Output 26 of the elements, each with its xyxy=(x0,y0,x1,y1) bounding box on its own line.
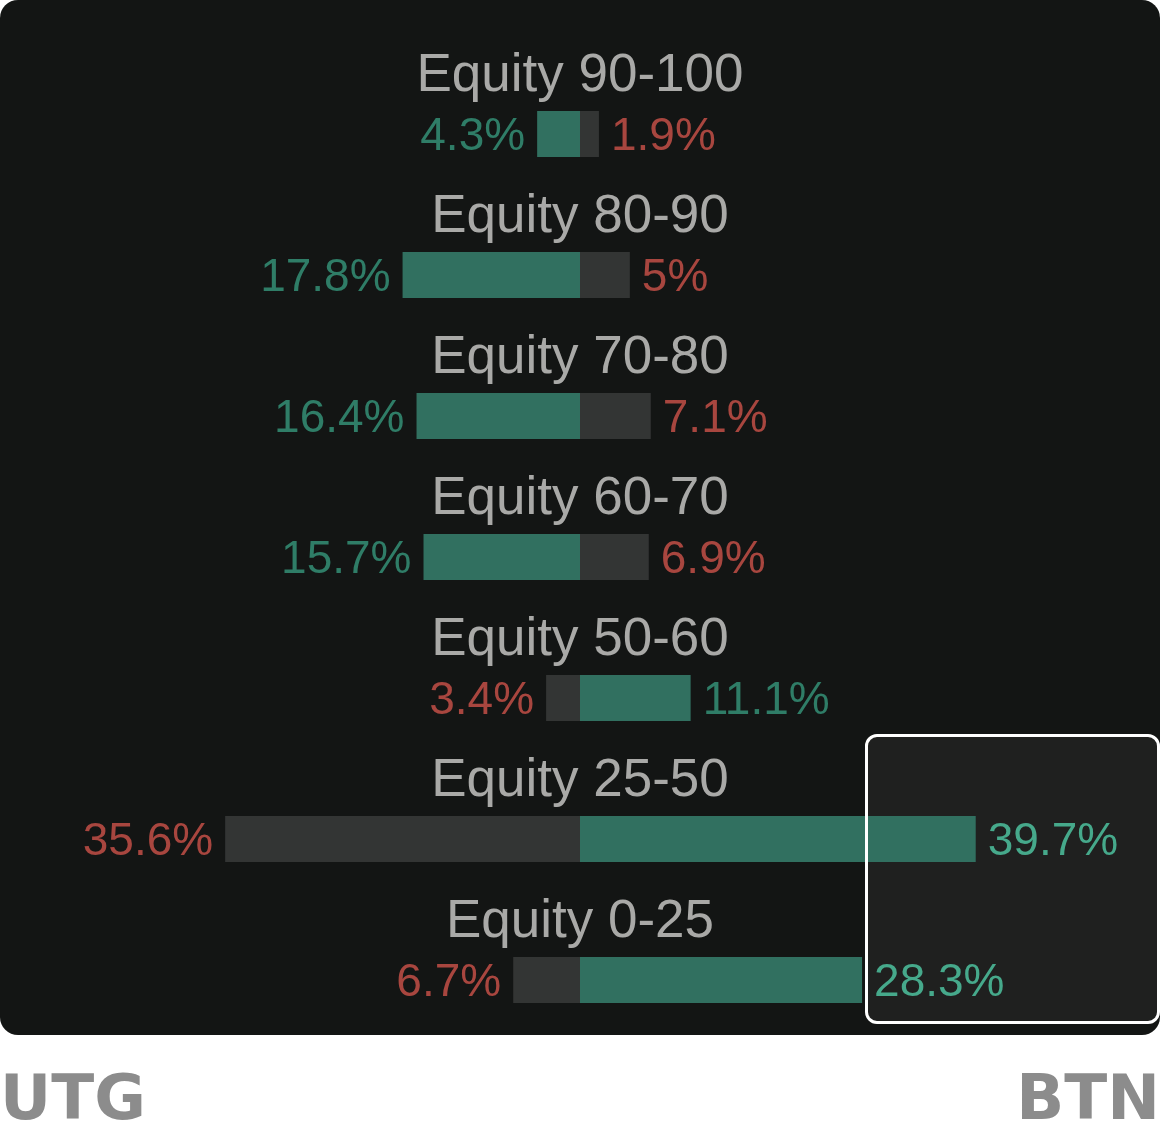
y-tick-label: Equity 0-25 xyxy=(445,888,715,948)
data-label: 5% xyxy=(641,249,709,301)
data-label: 11.1% xyxy=(702,672,830,724)
data-label: 4.3% xyxy=(420,108,526,160)
y-tick-label: Equity 70-80 xyxy=(431,324,729,384)
data-label: 35.6% xyxy=(82,813,214,865)
text: UTG xyxy=(0,1060,146,1134)
y-tick-label: Equity 50-60 xyxy=(431,606,729,666)
data-label: 1.9% xyxy=(610,108,716,160)
y-tick-label: Equity 90-100 xyxy=(416,42,744,102)
y-tick-label: Equity 60-70 xyxy=(431,465,729,525)
bar xyxy=(546,675,580,721)
y-tick-label: Equity 25-50 xyxy=(431,747,729,807)
data-label: 39.7% xyxy=(987,813,1119,865)
data-label: 3.4% xyxy=(429,672,535,724)
text: BTN xyxy=(1016,1060,1160,1134)
data-label: 6.9% xyxy=(660,531,766,583)
data-label: 16.4% xyxy=(274,390,405,442)
data-label: 6.7% xyxy=(396,954,502,1006)
data-label: 7.1% xyxy=(662,390,768,442)
data-label: 28.3% xyxy=(874,954,1005,1006)
data-label: 15.7% xyxy=(281,531,412,583)
bar xyxy=(580,252,630,298)
data-label: 17.8% xyxy=(260,249,391,301)
bar xyxy=(513,957,580,1003)
y-tick-label: Equity 80-90 xyxy=(431,183,729,243)
